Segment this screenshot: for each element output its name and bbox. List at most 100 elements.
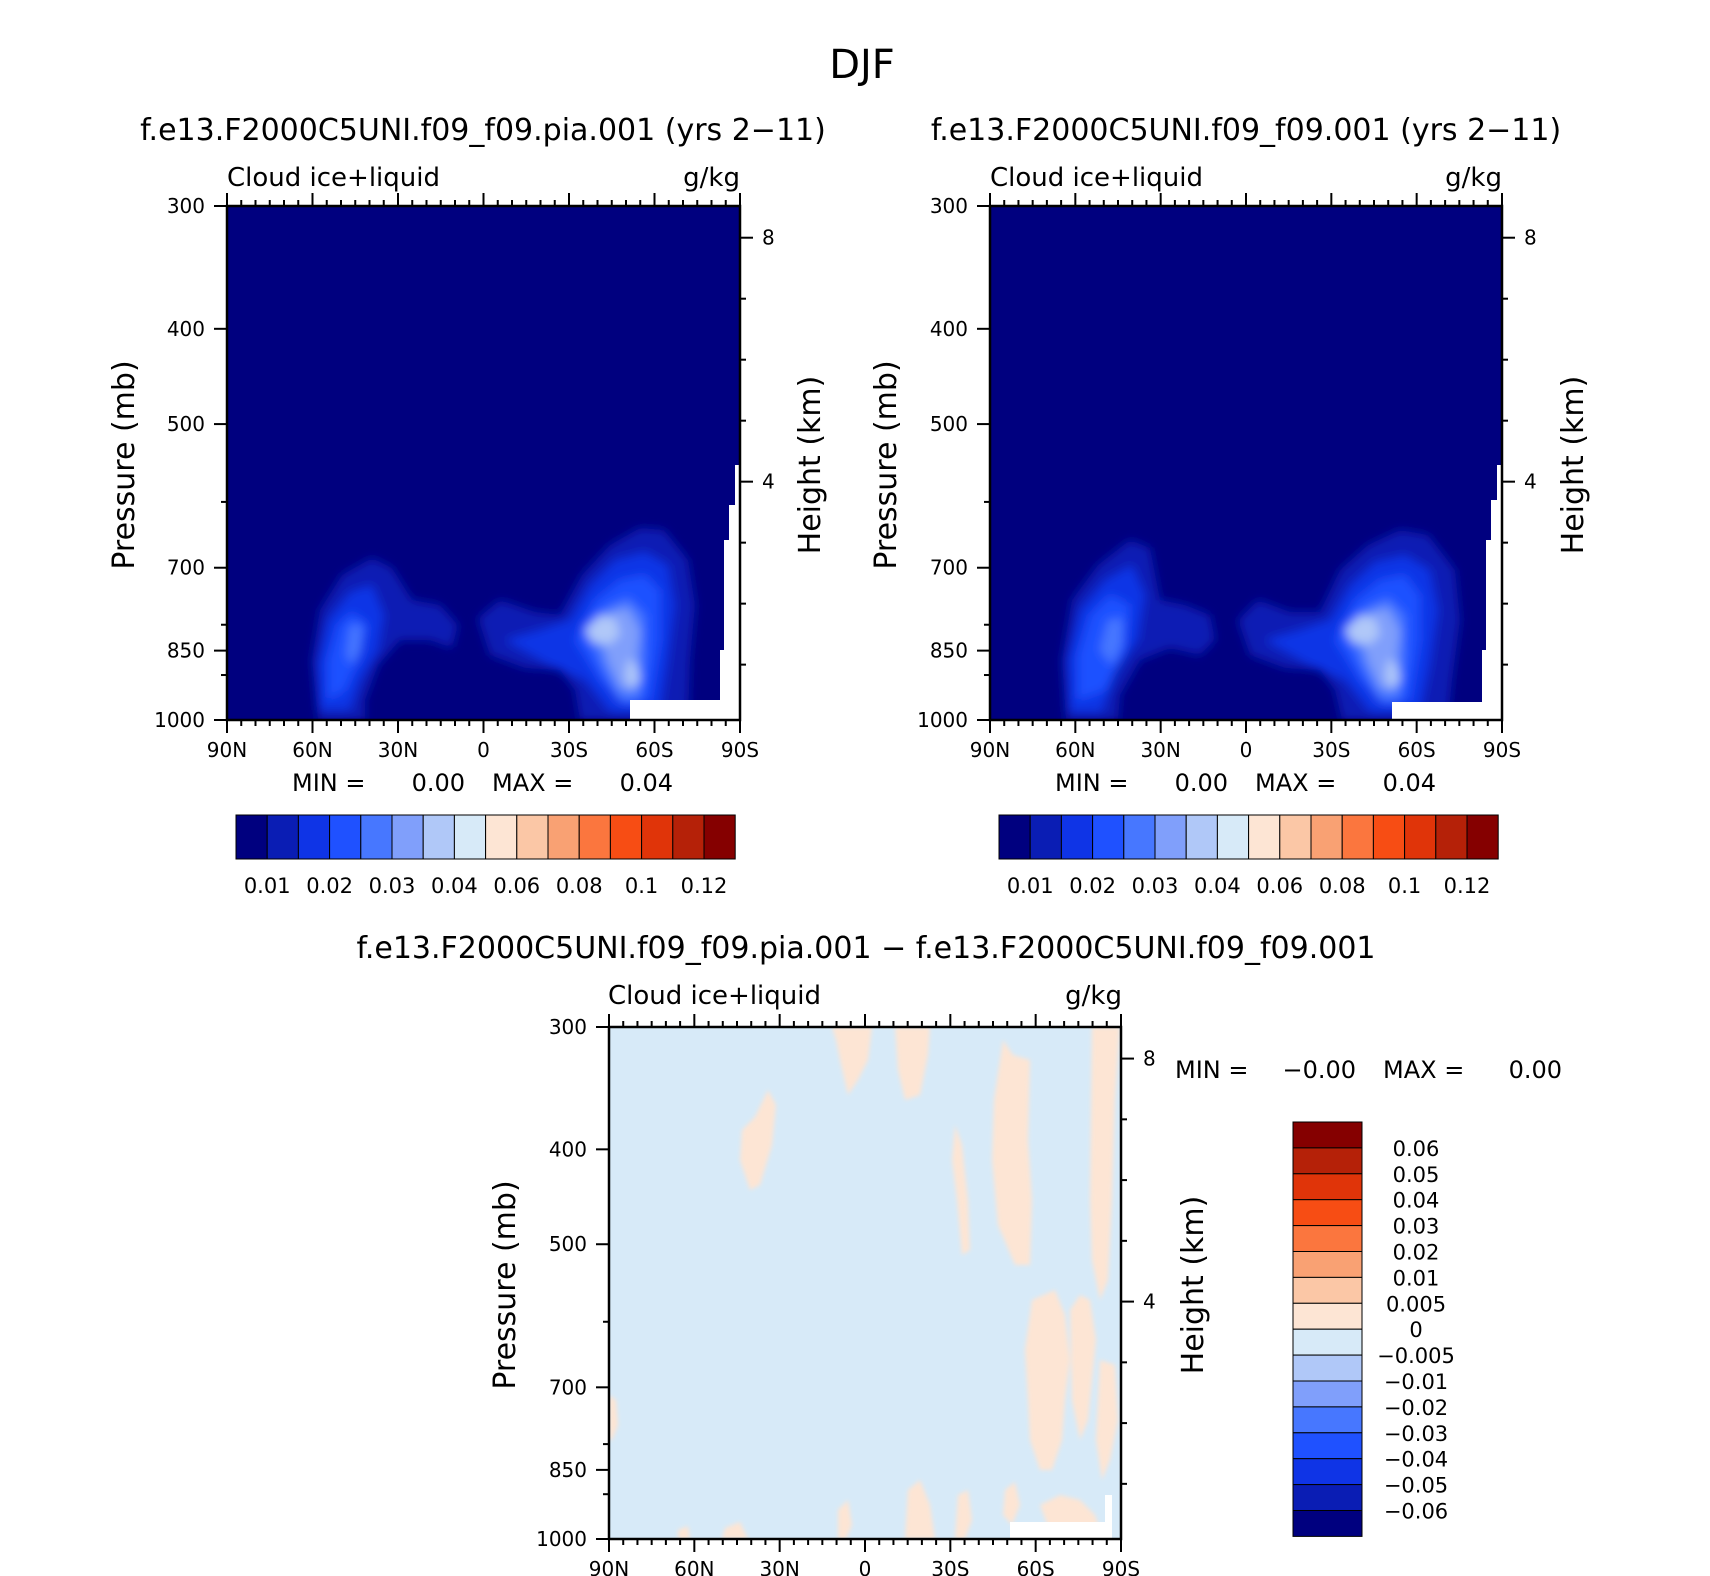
colorbar-swatch: [1292, 1458, 1363, 1486]
left-x-tick-label: 60N: [292, 738, 332, 762]
colorbar-swatch: [1292, 1225, 1363, 1252]
colorbar-swatch: [1216, 814, 1250, 860]
right-nh-contour-0.04: [1100, 618, 1122, 665]
colorbar-swatch: [1310, 814, 1343, 860]
difference-positive-patch: [838, 1500, 852, 1539]
difference-x-tick-label: 0: [859, 1557, 872, 1576]
colorbar-label: 0.06: [493, 874, 540, 898]
difference-x-tick-label: 90N: [589, 1557, 629, 1576]
difference-min-value: −0.00: [1282, 1056, 1356, 1084]
colorbar-swatch: [1292, 1121, 1363, 1149]
right-y-axis-right-label: Height (km): [1556, 376, 1591, 555]
colorbar-swatch: [297, 814, 331, 860]
colorbar-swatch: [1292, 1380, 1363, 1408]
right-contour-field: [990, 206, 1502, 720]
difference-panel-units: g/kg: [1065, 981, 1122, 1011]
right-y-tick-label: 700: [930, 556, 968, 580]
left-x-tick-label: 90S: [721, 738, 759, 762]
left-x-tick-label: 30S: [550, 738, 588, 762]
difference-min-label: MIN =: [1175, 1056, 1248, 1084]
right-x-tick-label: 60S: [1398, 738, 1436, 762]
colorbar-swatch: [485, 814, 518, 860]
colorbar-swatch: [1123, 814, 1156, 860]
left-x-axis: 90N 60N 30N 0 30S 60S 90S: [207, 193, 759, 762]
colorbar-label: 0.08: [1319, 874, 1366, 898]
difference-positive-patch: [952, 1125, 970, 1255]
colorbar-swatch: [1292, 1302, 1363, 1330]
right-colorbar: 0.01 0.02 0.03 0.04 0.06 0.08 0.1 0.12: [998, 814, 1499, 898]
colorbar-label: −0.01: [1384, 1370, 1448, 1394]
difference-y-right-tick-label: 8: [1143, 1047, 1156, 1071]
colorbar-label: 0.01: [1007, 874, 1054, 898]
difference-x-tick-label: 30N: [759, 1557, 799, 1576]
difference-positive-patch: [678, 1526, 690, 1539]
colorbar-swatch: [1292, 1251, 1363, 1278]
right-x-tick-label: 0: [1240, 738, 1253, 762]
left-y-axis-right-label: Height (km): [793, 376, 828, 555]
difference-positive-patch: [955, 1490, 972, 1539]
right-panel: f.e13.F2000C5UNI.f09_f09.001 (yrs 2−11) …: [869, 113, 1591, 898]
colorbar-label: 0.01: [1393, 1266, 1440, 1290]
colorbar-swatch: [1466, 814, 1499, 860]
left-y-tick-label: 400: [167, 317, 205, 341]
colorbar-swatch: [1248, 814, 1281, 860]
left-x-tick-label: 90N: [207, 738, 247, 762]
colorbar-swatch: [266, 814, 299, 860]
left-y-tick-label: 300: [167, 194, 205, 218]
difference-x-tick-label: 60S: [1017, 1557, 1055, 1576]
left-max-value: 0.04: [620, 769, 673, 797]
difference-positive-patch: [609, 1395, 618, 1440]
colorbar-swatch: [1292, 1276, 1363, 1304]
difference-max-label: MAX =: [1383, 1056, 1464, 1084]
left-x-tick-label: 0: [477, 738, 490, 762]
right-max-value: 0.04: [1383, 769, 1436, 797]
left-y-tick-label: 850: [167, 639, 205, 663]
colorbar-swatch: [1435, 814, 1468, 860]
colorbar-label: −0.005: [1377, 1344, 1455, 1368]
colorbar-swatch: [1292, 1199, 1363, 1227]
left-x-tick-label: 30N: [378, 738, 418, 762]
colorbar-label: 0.05: [1393, 1163, 1440, 1187]
left-panel-title: f.e13.F2000C5UNI.f09_f09.pia.001 (yrs 2−…: [140, 113, 826, 148]
colorbar-label: −0.04: [1384, 1448, 1448, 1472]
right-panel-units: g/kg: [1445, 163, 1502, 193]
colorbar-swatch: [391, 814, 424, 860]
difference-positive-patch: [1096, 1360, 1118, 1480]
colorbar-label: 0.005: [1386, 1292, 1446, 1316]
difference-y-tick-label: 850: [549, 1458, 587, 1482]
left-min-label: MIN =: [292, 769, 365, 797]
colorbar-label: 0.01: [244, 874, 291, 898]
left-nh-contour-0.04: [346, 625, 362, 665]
colorbar-swatch: [672, 814, 705, 860]
left-panel-units: g/kg: [683, 163, 740, 193]
difference-y-axis-label: Pressure (mb): [488, 1180, 523, 1389]
difference-y-tick-label: 500: [549, 1232, 587, 1256]
difference-colorbar: 0.060.050.040.030.020.010.0050−0.005−0.0…: [1292, 1121, 1455, 1537]
difference-y-tick-label: 300: [549, 1015, 587, 1039]
colorbar-swatch: [1341, 814, 1374, 860]
colorbar-label: −0.06: [1384, 1500, 1448, 1524]
colorbar-swatch: [1292, 1406, 1363, 1434]
difference-x-tick-label: 60N: [674, 1557, 714, 1576]
colorbar-label: −0.03: [1384, 1422, 1448, 1446]
right-x-axis: 90N 60N 30N 0 30S 60S 90S: [970, 193, 1521, 762]
colorbar-label: 0.03: [1393, 1215, 1440, 1239]
right-y-axis: 300 400 500 700 850 1000 8 4: [917, 194, 1537, 732]
colorbar-swatch: [1154, 814, 1187, 860]
colorbar-swatch: [1292, 1328, 1363, 1356]
colorbar-label: 0: [1409, 1318, 1422, 1342]
colorbar-label: 0.02: [306, 874, 353, 898]
colorbar-label: 0.06: [1256, 874, 1303, 898]
difference-max-value: 0.00: [1509, 1056, 1562, 1084]
right-max-label: MAX =: [1255, 769, 1336, 797]
left-y-axis: 300 400 500 700 850 1000 8 4: [154, 194, 775, 732]
difference-positive-patch: [832, 1027, 872, 1095]
colorbar-swatch: [609, 814, 643, 860]
colorbar-swatch: [235, 814, 268, 860]
difference-positive-patch: [1003, 1482, 1020, 1525]
colorbar-swatch: [578, 814, 611, 860]
difference-y-tick-label: 400: [549, 1137, 587, 1161]
difference-contour-field: [609, 1027, 1121, 1539]
left-contour-field: [227, 206, 740, 720]
